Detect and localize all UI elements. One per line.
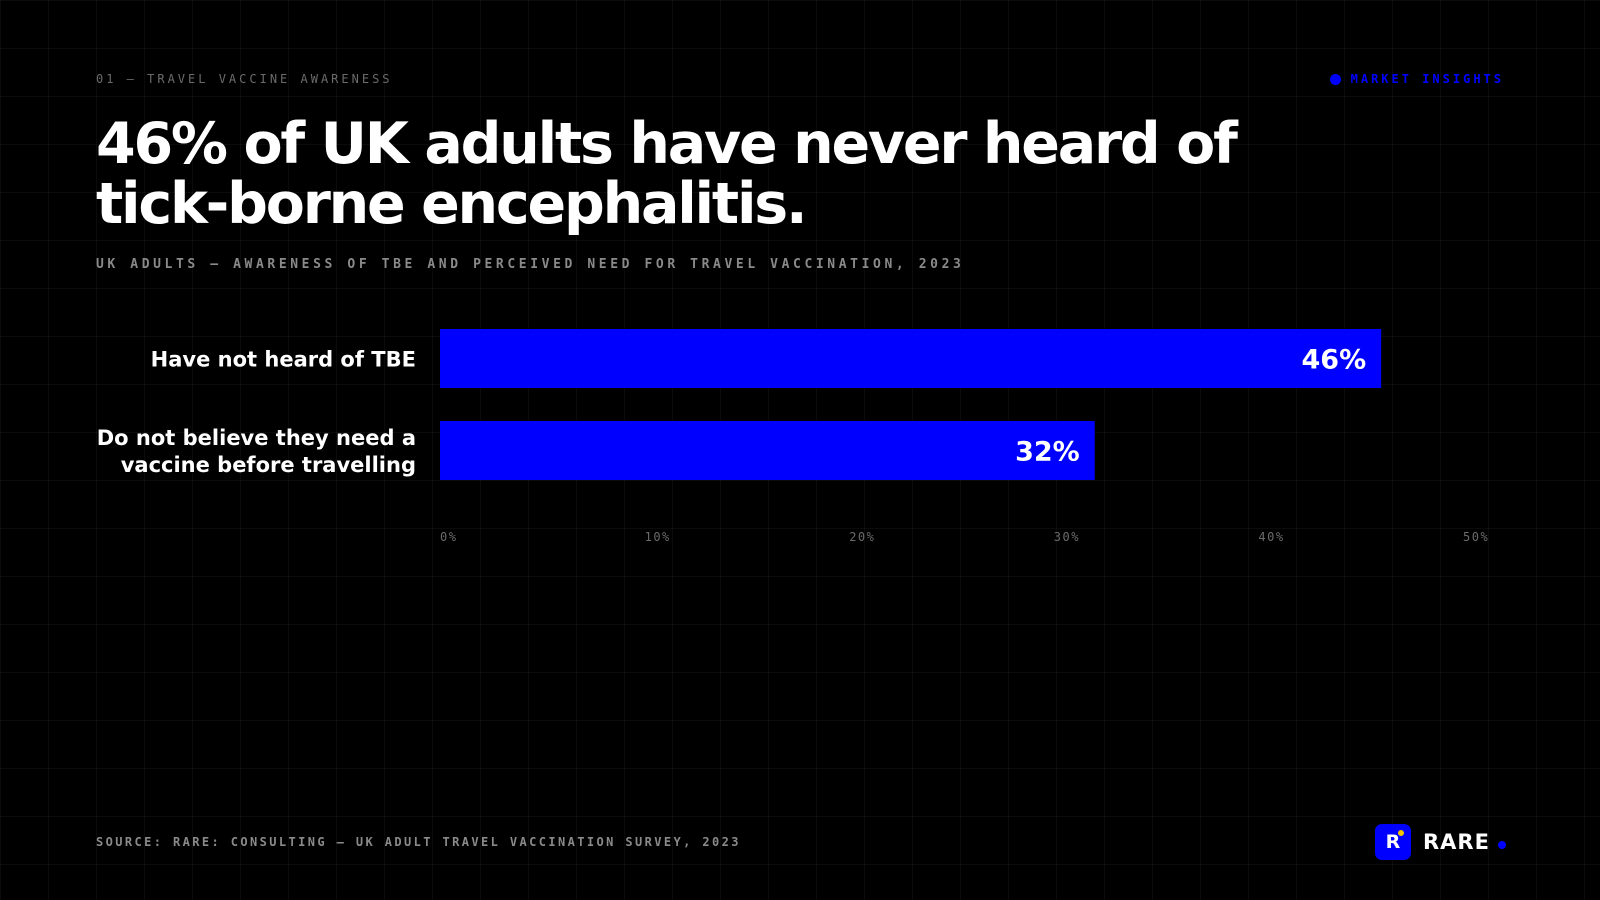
x-tick-label-0: 0% bbox=[440, 530, 457, 544]
x-tick-label-5: 50% bbox=[1463, 530, 1489, 544]
bar-value-label-0: 46% bbox=[1302, 345, 1367, 376]
chart-subtitle: UK ADULTS — AWARENESS OF TBE AND PERCEIV… bbox=[96, 257, 965, 272]
bar-1 bbox=[440, 421, 1095, 480]
category-label-1-0: Do not believe they need a bbox=[97, 426, 416, 450]
logo-spark-icon bbox=[1398, 830, 1404, 836]
badge-dot-icon bbox=[1329, 73, 1341, 85]
market-insights-badge: MARKET INSIGHTS bbox=[1329, 72, 1504, 86]
bar-value-label-1: 32% bbox=[1015, 437, 1080, 468]
logo-dot-icon bbox=[1497, 841, 1506, 849]
headline: 46% of UK adults have never heard of tic… bbox=[96, 111, 1238, 237]
bar-0 bbox=[440, 329, 1382, 388]
brand-logo: R RARE bbox=[1375, 824, 1506, 860]
category-label-0-0: Have not heard of TBE bbox=[151, 348, 416, 372]
bar-chart: 46% Have not heard of TBE 32% Do not believ… bbox=[97, 329, 1489, 544]
section-eyebrow: 01 — TRAVEL VACCINE AWARENESS bbox=[96, 72, 393, 86]
x-tick-label-4: 40% bbox=[1258, 530, 1284, 544]
x-tick-label-2: 20% bbox=[849, 530, 875, 544]
category-label-1-1: vaccine before travelling bbox=[121, 453, 416, 477]
x-tick-label-1: 10% bbox=[645, 530, 671, 544]
x-tick-label-3: 30% bbox=[1054, 530, 1080, 544]
logo-mark-icon: R bbox=[1375, 824, 1411, 860]
badge-label: MARKET INSIGHTS bbox=[1350, 72, 1504, 86]
logo-mark-letter: R bbox=[1385, 831, 1401, 853]
source-note: SOURCE: RARE: CONSULTING — UK ADULT TRAV… bbox=[96, 835, 741, 849]
logo-wordmark: RARE bbox=[1423, 830, 1490, 854]
